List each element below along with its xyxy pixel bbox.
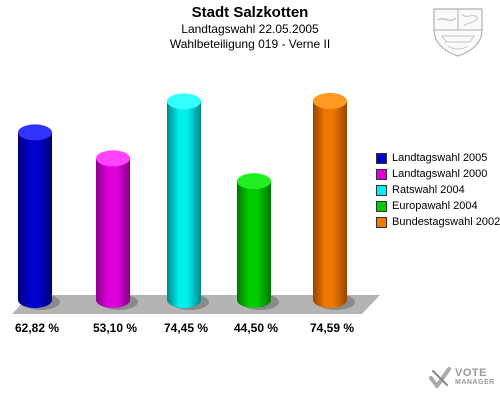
legend: Landtagswahl 2005 Landtagswahl 2000 Rats… <box>376 150 500 230</box>
chart-header: Stadt Salzkotten Landtagswahl 22.05.2005… <box>0 4 500 52</box>
legend-label: Europawahl 2004 <box>392 200 478 212</box>
bar-body <box>237 181 271 308</box>
bar-top-cap <box>18 124 52 141</box>
bar-value-label: 74,59 % <box>310 321 354 335</box>
bar-top-cap <box>313 93 347 109</box>
legend-swatch <box>376 200 387 212</box>
logo-manager-text: MANAGER <box>455 379 495 386</box>
bar-value-label: 74,45 % <box>164 321 208 335</box>
logo-vote-text: VOTE <box>455 367 487 379</box>
legend-swatch <box>376 184 387 196</box>
legend-swatch <box>376 216 387 228</box>
legend-label: Ratswahl 2004 <box>392 184 465 196</box>
legend-item: Landtagswahl 2005 <box>376 150 500 166</box>
legend-item: Landtagswahl 2000 <box>376 166 500 182</box>
bar-top-cap <box>167 93 201 110</box>
legend-label: Landtagswahl 2000 <box>392 168 488 180</box>
bar <box>167 93 209 310</box>
legend-label: Landtagswahl 2005 <box>392 152 488 164</box>
vote-manager-logo: VOTE MANAGER <box>428 366 495 390</box>
chart-subtitle-turnout: Wahlbeteiligung 019 - Verne II <box>169 37 331 51</box>
bar-value-label: 62,82 % <box>15 321 59 335</box>
legend-swatch <box>376 152 387 164</box>
bar-body <box>18 132 52 308</box>
bar <box>18 124 60 310</box>
legend-item: Bundestagswahl 2002 <box>376 214 500 230</box>
legend-item: Europawahl 2004 <box>376 198 500 214</box>
nrw-crest-icon <box>433 8 483 57</box>
bar-value-label: 53,10 % <box>93 321 137 335</box>
chart-subtitle-election: Landtagswahl 22.05.2005 <box>181 22 319 36</box>
chart-title: Stadt Salzkotten <box>191 4 309 21</box>
bar-body <box>313 101 347 308</box>
bar-top-cap <box>96 150 130 167</box>
legend-label: Bundestagswahl 2002 <box>392 216 500 228</box>
bar <box>237 173 279 310</box>
bar-body <box>96 158 130 308</box>
vote-check-icon <box>429 367 451 388</box>
bar <box>96 150 138 310</box>
legend-item: Ratswahl 2004 <box>376 182 500 198</box>
legend-swatch <box>376 168 387 180</box>
bar-group: 62,82 % 53,10 % 74,45 % 44,50 % 74,59 % <box>15 93 355 335</box>
bar-top-cap <box>237 173 271 190</box>
bar-body <box>167 101 201 309</box>
bar <box>313 93 355 310</box>
bar-value-label: 44,50 % <box>234 321 278 335</box>
